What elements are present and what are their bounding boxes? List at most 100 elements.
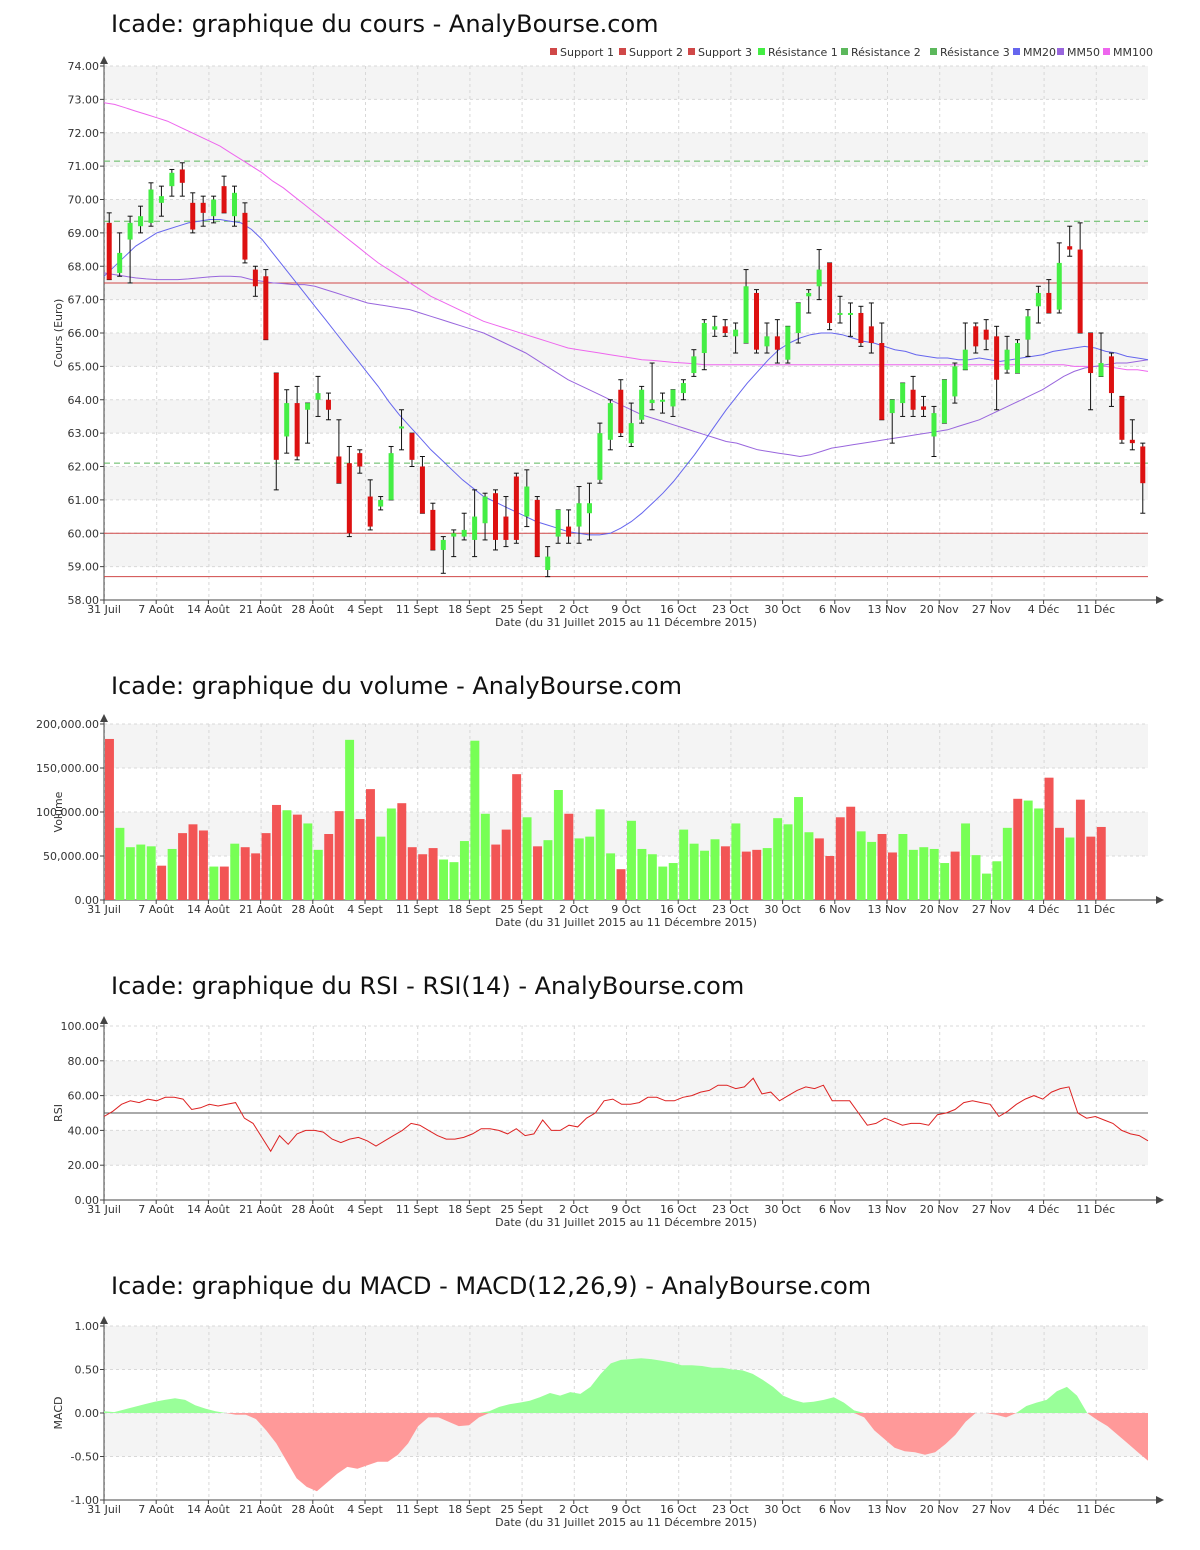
x-tick-label: 11 Sept xyxy=(396,1503,439,1516)
candle-body xyxy=(430,509,436,550)
y-tick-label: 65.00 xyxy=(68,360,100,373)
x-axis-label: Date (du 31 Juillet 2015 au 11 Décembre … xyxy=(495,1216,757,1229)
volume-bar xyxy=(1055,827,1064,900)
candle-body xyxy=(117,252,123,273)
volume-bar xyxy=(731,823,741,900)
y-tick-label: 80.00 xyxy=(68,1055,100,1068)
candle-body xyxy=(774,336,780,350)
volume-bar xyxy=(908,849,918,900)
volume-bar xyxy=(741,851,751,900)
y-tick-label: 20.00 xyxy=(68,1159,100,1172)
volume-bar xyxy=(1023,800,1033,900)
volume-bar xyxy=(856,831,866,900)
volume-bar xyxy=(867,841,877,900)
candle-body xyxy=(232,192,237,217)
candle-body xyxy=(712,326,718,330)
x-tick-label: 7 Août xyxy=(138,1203,175,1216)
candle-body xyxy=(1088,333,1094,374)
y-tick-label: 68.00 xyxy=(68,260,100,273)
x-tick-label: 14 Août xyxy=(187,603,231,616)
legend-swatch xyxy=(1013,48,1020,55)
candle-body xyxy=(827,262,833,323)
x-tick-label: 16 Oct xyxy=(660,903,697,916)
candle-body xyxy=(252,269,258,287)
volume-bar xyxy=(219,866,229,900)
candle-body xyxy=(325,399,331,410)
candle-body xyxy=(179,169,185,183)
candle-body xyxy=(806,292,812,297)
volume-bar xyxy=(491,844,501,900)
volume-bar xyxy=(814,838,824,900)
x-tick-label: 31 Juil xyxy=(87,903,121,916)
legend-item: Support 1 xyxy=(560,46,614,59)
y-tick-label: 74.00 xyxy=(68,60,100,73)
x-tick-label: 4 Déc xyxy=(1028,903,1060,916)
volume-bar xyxy=(282,810,292,900)
candle-body xyxy=(628,423,634,444)
candle-body xyxy=(973,326,979,347)
y-tick-label: -1.00 xyxy=(71,1494,99,1507)
x-tick-label: 21 Août xyxy=(239,1203,283,1216)
x-tick-label: 30 Oct xyxy=(764,1203,801,1216)
candle-body xyxy=(1098,363,1104,377)
volume-bar xyxy=(877,834,887,900)
legend-swatch xyxy=(841,48,848,55)
volume-bar xyxy=(1013,798,1023,900)
y-tick-label: 72.00 xyxy=(68,127,100,140)
volume-bar xyxy=(898,834,908,900)
volume-bar xyxy=(981,873,991,900)
candle-body xyxy=(1015,343,1020,374)
price-chart-panel: Icade: graphique du cours - AnalyBourse.… xyxy=(0,0,1200,650)
y-axis-arrow xyxy=(100,1016,108,1024)
x-tick-label: 4 Sept xyxy=(347,1203,383,1216)
volume-bar xyxy=(835,817,845,900)
x-tick-label: 18 Sept xyxy=(448,603,491,616)
volume-bar xyxy=(689,843,699,900)
candle-body xyxy=(555,509,561,537)
volume-bar xyxy=(553,790,563,900)
volume-bar xyxy=(167,848,177,900)
candle-body xyxy=(900,383,906,404)
candle-body xyxy=(419,466,425,514)
y-tick-label: 61.00 xyxy=(68,494,100,507)
x-tick-label: 28 Août xyxy=(291,1503,335,1516)
volume-bar xyxy=(292,814,302,900)
candle-body xyxy=(764,336,770,347)
x-tick-label: 11 Déc xyxy=(1076,903,1115,916)
volume-bar xyxy=(397,803,407,900)
volume-bar xyxy=(178,833,188,900)
y-tick-label: 69.00 xyxy=(68,227,100,240)
volume-bar xyxy=(313,849,323,900)
volume-bar xyxy=(647,854,657,900)
candle-body xyxy=(586,503,592,514)
volume-bar xyxy=(418,854,428,900)
x-axis-arrow xyxy=(1156,1496,1164,1504)
x-tick-label: 23 Oct xyxy=(712,1503,749,1516)
volume-bar xyxy=(616,869,626,900)
candle-body xyxy=(1004,349,1010,370)
x-tick-label: 20 Nov xyxy=(920,1503,959,1516)
volume-bar xyxy=(783,824,793,900)
volume-bar xyxy=(366,789,375,900)
candle-body xyxy=(200,202,206,213)
candle-body xyxy=(701,322,707,354)
plot-band xyxy=(104,533,1148,567)
volume-bar xyxy=(720,846,730,900)
candle-body xyxy=(733,329,739,337)
candle-body xyxy=(910,389,916,410)
x-tick-label: 28 Août xyxy=(291,603,335,616)
x-tick-label: 18 Sept xyxy=(448,903,491,916)
volume-bar xyxy=(679,829,689,900)
volume-bar xyxy=(919,847,929,900)
volume-bar xyxy=(627,820,636,900)
y-axis-arrow xyxy=(100,56,108,64)
y-tick-label: -0.50 xyxy=(71,1451,99,1464)
x-tick-label: 23 Oct xyxy=(712,1203,749,1216)
x-tick-label: 9 Oct xyxy=(611,1203,641,1216)
candle-body xyxy=(754,292,759,350)
candle-body xyxy=(660,399,666,402)
x-tick-label: 4 Déc xyxy=(1028,1503,1060,1516)
volume-bar xyxy=(1002,827,1012,900)
volume-bar xyxy=(230,843,240,900)
candle-body xyxy=(1056,262,1062,310)
